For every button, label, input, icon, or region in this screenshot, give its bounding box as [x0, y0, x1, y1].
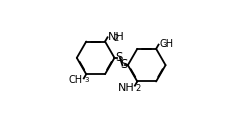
- Text: CH: CH: [69, 75, 83, 85]
- Text: CH: CH: [159, 39, 173, 49]
- Text: 2: 2: [136, 84, 141, 93]
- Text: NH: NH: [117, 83, 134, 93]
- Text: 3: 3: [84, 77, 89, 84]
- Text: S: S: [120, 58, 127, 71]
- Text: NH: NH: [108, 32, 125, 42]
- Text: 2: 2: [113, 34, 119, 43]
- Text: 3: 3: [163, 42, 167, 48]
- Text: S: S: [115, 51, 123, 64]
